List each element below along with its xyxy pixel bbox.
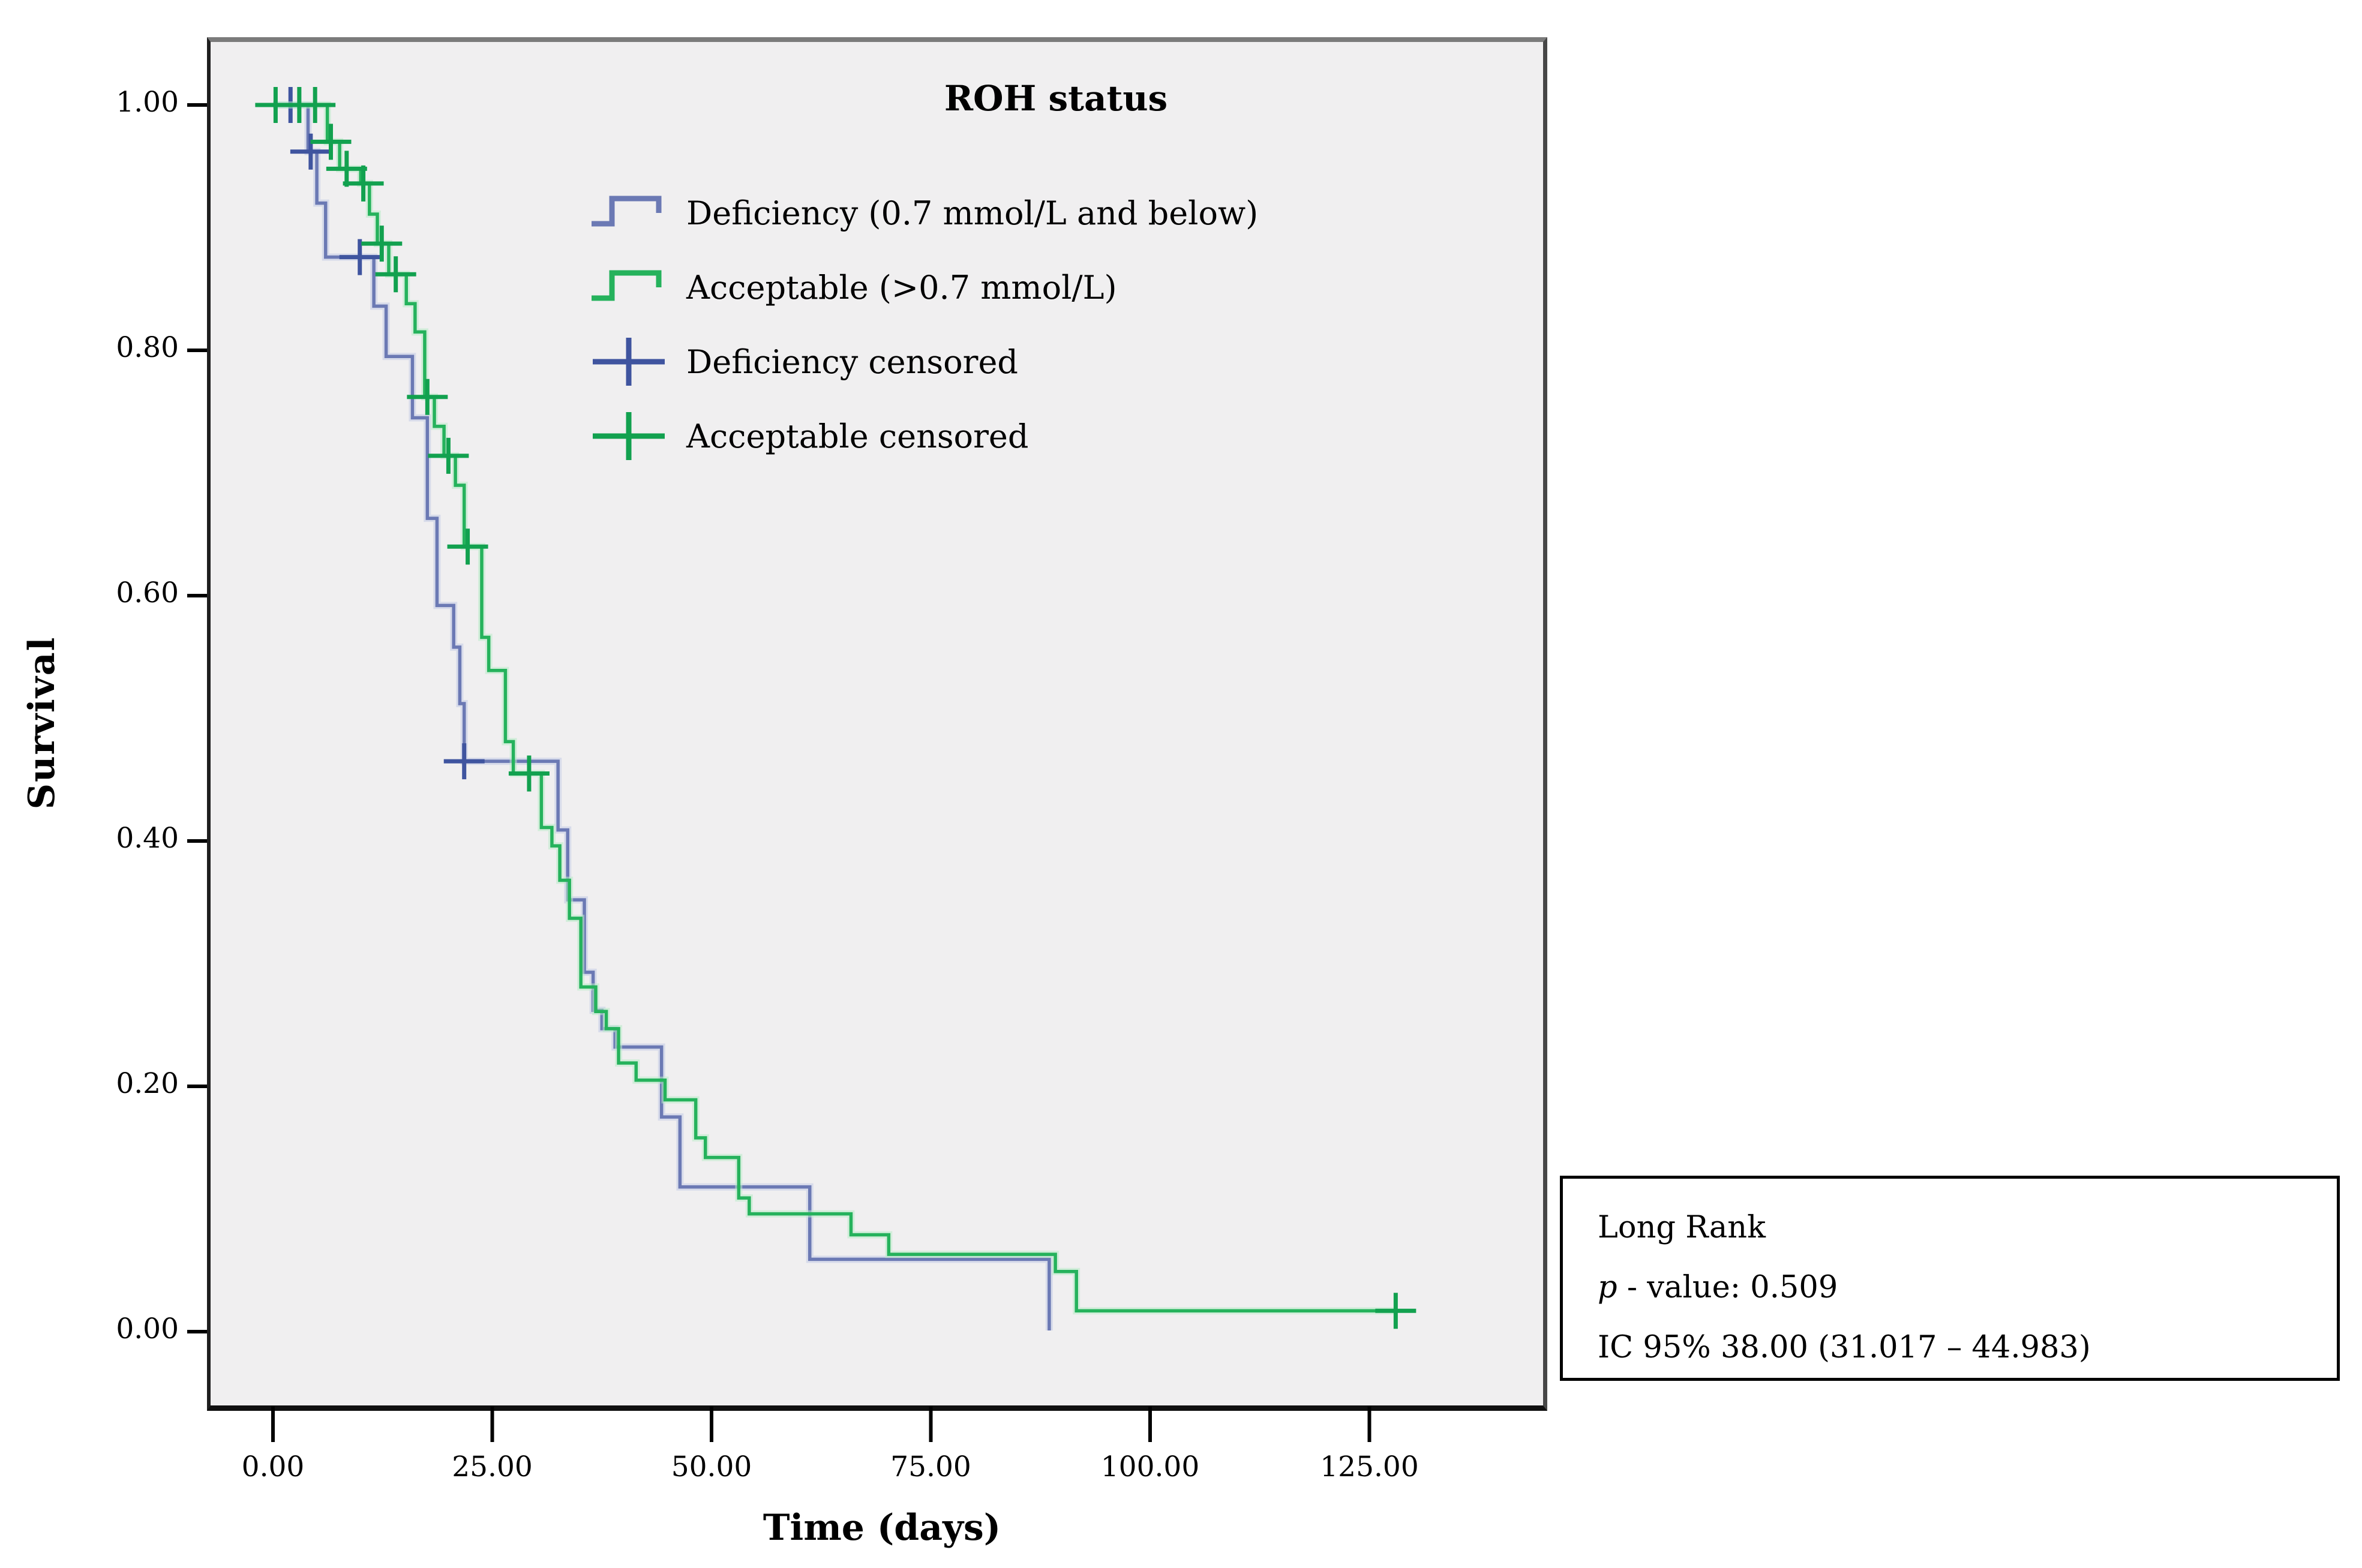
log-rank-stats-box: Long Rank p - value: 0.509 IC 95% 38.00 …: [1560, 1176, 2340, 1381]
deficiency-step-icon: [592, 196, 662, 227]
legend-item-label: Acceptable (>0.7 mmol/L): [686, 268, 1117, 307]
legend-title: ROH status: [944, 78, 1168, 119]
legend-item-deficiency: Deficiency (0.7 mmol/L and below): [588, 180, 1258, 246]
y-tick-label: 0.60: [116, 576, 179, 609]
acceptable-step-icon: [592, 270, 662, 301]
deficiency-censored-plus-icon: [593, 338, 665, 386]
legend-item-label: Deficiency (0.7 mmol/L and below): [686, 194, 1259, 232]
y-tick-label: 0.00: [116, 1312, 179, 1345]
x-tick-label: 75.00: [890, 1450, 971, 1483]
x-tick-label: 0.00: [241, 1450, 305, 1483]
legend-item-acceptable: Acceptable (>0.7 mmol/L): [588, 254, 1117, 320]
stats-line-long-rank: Long Rank: [1598, 1210, 1766, 1245]
y-axis-title: Survival: [21, 636, 63, 810]
legend-item-label: Deficiency censored: [686, 343, 1018, 381]
x-tick-label: 100.00: [1100, 1450, 1200, 1483]
p-value-text: - value: 0.509: [1617, 1270, 1838, 1305]
y-tick-label: 0.20: [116, 1067, 179, 1100]
legend-item-acceptable-censored: Acceptable censored: [588, 403, 1028, 469]
x-tick-label: 125.00: [1320, 1450, 1419, 1483]
y-tick-label: 1.00: [116, 86, 179, 119]
y-tick-label: 0.40: [116, 822, 179, 855]
y-tick-label: 0.80: [116, 331, 179, 364]
acceptable-censored-plus-icon: [593, 412, 665, 460]
x-tick-label: 25.00: [452, 1450, 533, 1483]
stats-line-p-value: p - value: 0.509: [1598, 1270, 1838, 1305]
p-symbol: p: [1598, 1270, 1617, 1305]
stats-line-confidence-interval: IC 95% 38.00 (31.017 – 44.983): [1598, 1330, 2091, 1365]
legend-item-deficiency-censored: Deficiency censored: [588, 329, 1018, 395]
legend-item-label: Acceptable censored: [686, 417, 1029, 455]
x-axis-title: Time (days): [763, 1507, 1001, 1549]
x-tick-label: 50.00: [671, 1450, 752, 1483]
